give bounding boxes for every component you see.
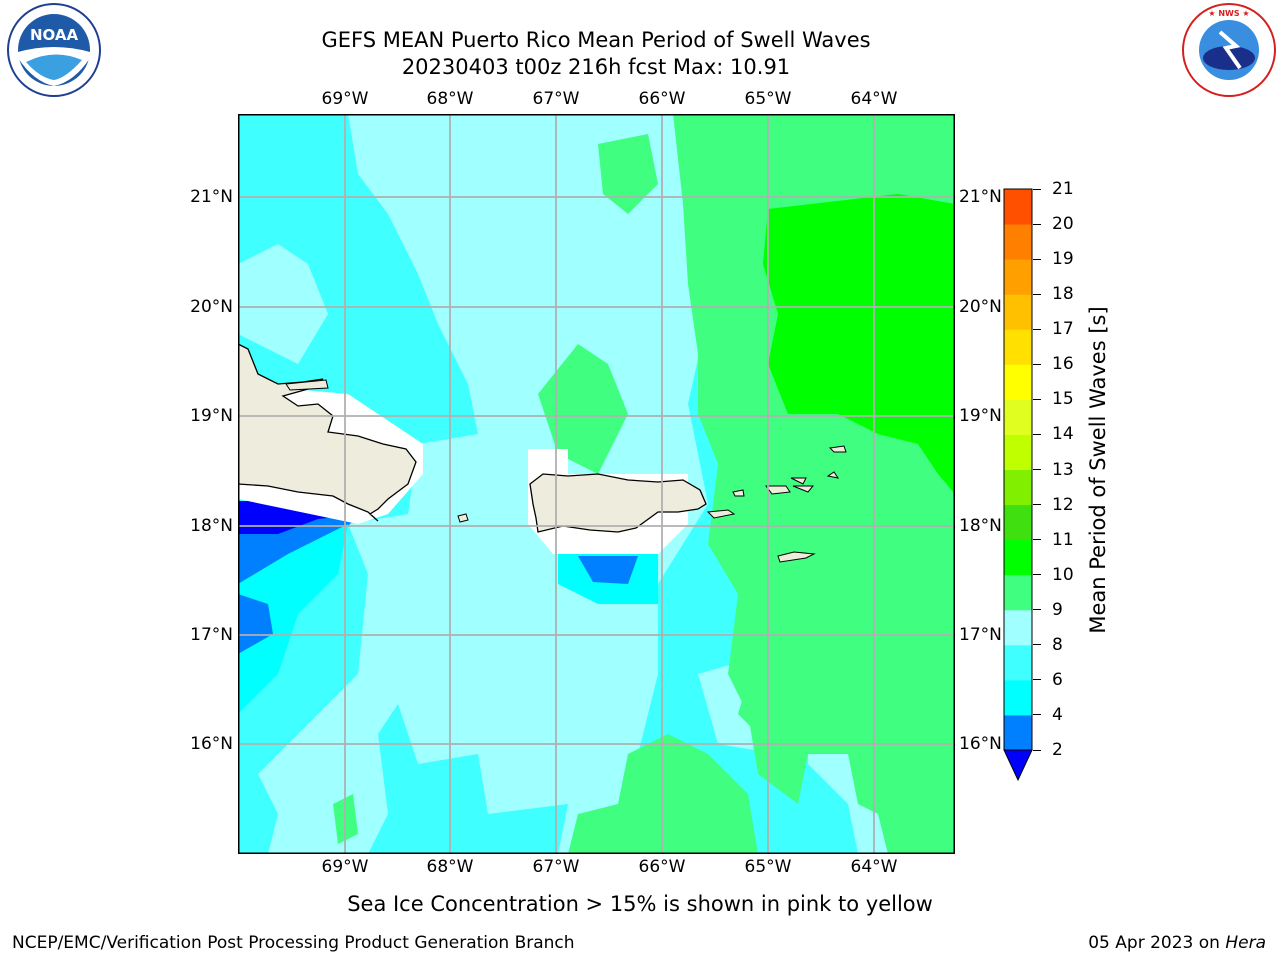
footer-date-text: 05 Apr 2023 on [1088,933,1226,953]
lat-label-left: 19°N [190,406,233,426]
colorbar-band [1004,364,1032,400]
colorbar-band [1004,644,1032,681]
colorbar-tick-label: 12 [1052,494,1074,515]
colorbar-tick-label: 15 [1052,389,1074,410]
title-line-2: 20230403 t00z 216h fcst Max: 10.91 [401,55,791,79]
lat-label-right: 20°N [959,297,1002,317]
nws-logo: ★ NWS ★ [1182,3,1276,97]
lon-label-bottom: 68°W [426,857,474,877]
noaa-logo: NOAA [7,3,101,97]
colorbar-band [1004,294,1032,330]
footer-date: 05 Apr 2023 on Hera [1088,933,1266,953]
colorbar-tick-label: 20 [1052,214,1074,235]
colorbar-band [1004,224,1032,260]
lon-label-top: 68°W [426,89,474,109]
colorbar-tick-label: 11 [1052,529,1074,550]
colorbar-tick-label: 8 [1052,634,1063,655]
colorbar-tick [1033,679,1041,681]
lon-label-bottom: 64°W [850,857,898,877]
colorbar-tick-label: 21 [1052,179,1074,199]
lat-label-left: 20°N [190,297,233,317]
colorbar-tick-label: 18 [1052,284,1074,305]
colorbar-extend-triangle [1003,749,1033,782]
lon-label-top: 66°W [638,89,686,109]
footer-machine: Hera [1225,933,1266,953]
lon-label-bottom: 66°W [638,857,686,877]
title-line-1: GEFS MEAN Puerto Rico Mean Period of Swe… [321,28,871,52]
lon-label-bottom: 69°W [321,857,369,877]
colorbar-tick [1033,188,1041,190]
lat-label-left: 18°N [190,516,233,536]
colorbar-band [1004,259,1032,295]
colorbar-band [1004,504,1032,541]
lon-label-bottom: 65°W [744,857,792,877]
colorbar-band [1004,609,1032,646]
lat-label-right: 18°N [959,516,1002,536]
colorbar-tick [1033,574,1041,576]
colorbar-band [1004,679,1032,716]
colorbar-tick-label: 9 [1052,599,1063,620]
lat-label-left: 17°N [190,625,233,645]
colorbar-tick-label: 13 [1052,459,1074,480]
colorbar-tick-label: 2 [1052,740,1063,760]
colorbar-band [1004,329,1032,365]
colorbar-band [1004,399,1032,435]
colorbar-tick [1033,714,1041,716]
colorbar-tick [1033,293,1041,295]
lon-label-top: 69°W [321,89,369,109]
colorbar-tick-label: 10 [1052,564,1074,585]
colorbar-tick [1033,749,1041,751]
colorbar-band [1004,539,1032,576]
colorbar [1003,188,1033,782]
lon-label-top: 65°W [744,89,792,109]
map-plot [238,114,955,854]
colorbar-tick-label: 19 [1052,249,1074,270]
colorbar-tick [1033,433,1041,435]
colorbar-tick-label: 17 [1052,319,1074,340]
lon-label-top: 64°W [850,89,898,109]
lat-label-right: 21°N [959,187,1002,207]
colorbar-band [1004,434,1032,470]
lat-label-right: 16°N [959,734,1002,754]
colorbar-band [1004,189,1032,225]
colorbar-tick-label: 14 [1052,424,1074,445]
colorbar-band [1004,574,1032,611]
colorbar-tick [1033,363,1041,365]
lon-label-bottom: 67°W [532,857,580,877]
colorbar-tick [1033,504,1041,506]
colorbar-band [1004,714,1032,751]
sea-ice-note: Sea Ice Concentration > 15% is shown in … [347,892,933,916]
colorbar-title: Mean Period of Swell Waves [s] [1086,306,1110,634]
colorbar-tick-label: 16 [1052,354,1074,375]
noaa-logo-text: NOAA [30,26,79,44]
colorbar-band [1004,469,1032,506]
colorbar-tick [1033,258,1041,260]
svg-text:★ NWS ★: ★ NWS ★ [1208,9,1249,18]
colorbar-tick [1033,609,1041,611]
lat-label-right: 17°N [959,625,1002,645]
lat-label-left: 16°N [190,734,233,754]
lat-label-right: 19°N [959,406,1002,426]
colorbar-tick [1033,539,1041,541]
footer-left: NCEP/EMC/Verification Post Processing Pr… [12,933,575,953]
colorbar-tick-label: 4 [1052,704,1063,725]
lon-label-top: 67°W [532,89,580,109]
colorbar-tick [1033,469,1041,470]
colorbar-tick [1033,398,1041,400]
colorbar-tick-label: 6 [1052,669,1063,690]
colorbar-tick [1033,223,1041,225]
colorbar-tick [1033,328,1041,330]
colorbar-tick [1033,644,1041,646]
lat-label-left: 21°N [190,187,233,207]
